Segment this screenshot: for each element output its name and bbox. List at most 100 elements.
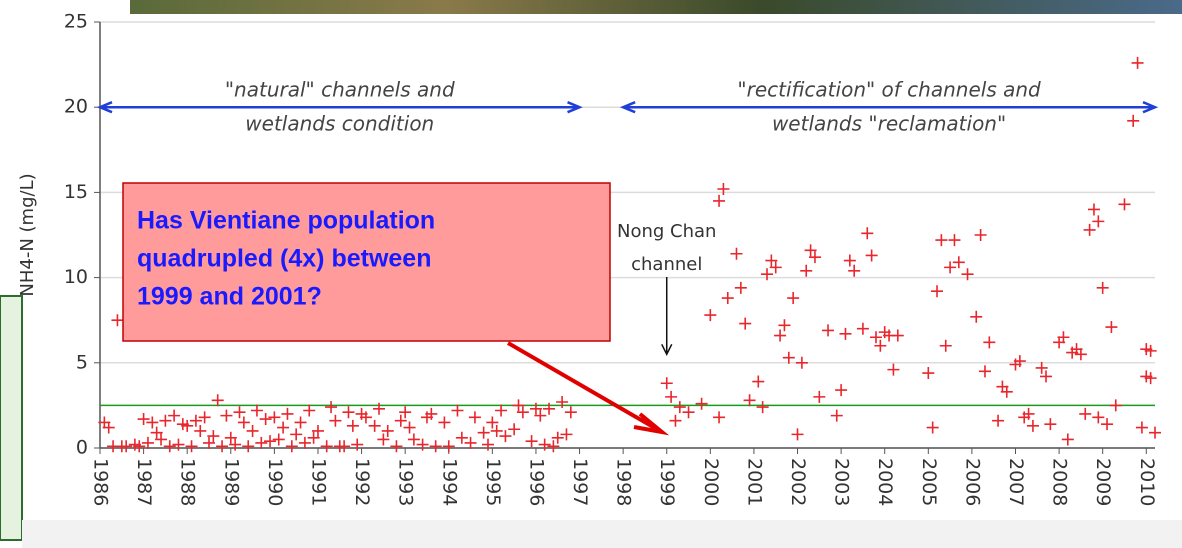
point xyxy=(800,265,812,277)
point xyxy=(430,440,442,452)
x-tick-label: 1998 xyxy=(613,458,635,506)
point xyxy=(831,410,843,422)
x-tick-label: 2001 xyxy=(743,458,765,506)
span-label: "rectification" of channels and xyxy=(737,78,1041,102)
callout-arrow xyxy=(508,343,662,432)
point xyxy=(983,336,995,348)
point xyxy=(295,416,307,428)
y-axis-label: NH4-N (mg/L) xyxy=(17,173,38,296)
x-tick-label: 2008 xyxy=(1049,458,1071,506)
point xyxy=(508,423,520,435)
point xyxy=(369,420,381,432)
span-arrow xyxy=(100,102,580,112)
point xyxy=(1118,198,1130,210)
point xyxy=(443,440,455,452)
x-tick-label: 1995 xyxy=(482,458,504,506)
point xyxy=(953,256,965,268)
point xyxy=(1079,408,1091,420)
point xyxy=(260,413,272,425)
point xyxy=(159,415,171,427)
point xyxy=(543,403,555,415)
point xyxy=(404,422,416,434)
x-tick-label: 1989 xyxy=(220,458,242,506)
point xyxy=(299,437,311,449)
point xyxy=(281,408,293,420)
point xyxy=(1110,399,1122,411)
point xyxy=(238,416,250,428)
point xyxy=(935,234,947,246)
y-tick-label: 0 xyxy=(76,437,88,459)
point xyxy=(970,311,982,323)
x-tick-label: 1997 xyxy=(569,458,591,506)
point xyxy=(713,411,725,423)
span-label: wetlands condition xyxy=(245,112,434,136)
point xyxy=(992,415,1004,427)
point xyxy=(1101,418,1113,430)
point xyxy=(1044,418,1056,430)
point xyxy=(242,440,254,452)
photo-strip xyxy=(130,0,1182,14)
page: {"chart_data": {"type": "scatter", "ylab… xyxy=(0,0,1182,548)
point xyxy=(469,411,481,423)
point xyxy=(948,234,960,246)
point xyxy=(927,422,939,434)
point xyxy=(321,440,333,452)
point xyxy=(565,406,577,418)
point xyxy=(1027,420,1039,432)
point xyxy=(962,268,974,280)
point xyxy=(499,430,511,442)
point xyxy=(683,406,695,418)
point xyxy=(661,377,673,389)
note-arrow xyxy=(662,277,672,354)
x-tick-label: 1988 xyxy=(177,458,199,506)
point xyxy=(1149,427,1161,439)
point xyxy=(844,255,856,267)
point xyxy=(735,282,747,294)
callout-text: quadrupled (4x) between xyxy=(137,245,431,273)
point xyxy=(342,406,354,418)
point xyxy=(1127,115,1139,127)
y-tick-label: 15 xyxy=(64,181,88,203)
x-tick-label: 2009 xyxy=(1092,458,1114,506)
point xyxy=(277,422,289,434)
point xyxy=(255,437,267,449)
point xyxy=(347,420,359,432)
point xyxy=(792,428,804,440)
point xyxy=(922,367,934,379)
point xyxy=(556,396,568,408)
point xyxy=(739,318,751,330)
point xyxy=(390,440,402,452)
point xyxy=(1097,282,1109,294)
point xyxy=(303,405,315,417)
point xyxy=(979,365,991,377)
point xyxy=(408,433,420,445)
x-tick-label: 1991 xyxy=(307,458,329,506)
point xyxy=(194,425,206,437)
x-tick-label: 2006 xyxy=(961,458,983,506)
point xyxy=(696,398,708,410)
point xyxy=(212,394,224,406)
point xyxy=(478,427,490,439)
point xyxy=(1062,433,1074,445)
point xyxy=(438,416,450,428)
x-tick-label: 1999 xyxy=(656,458,678,506)
span-label: "natural" channels and xyxy=(225,78,455,102)
span-label: wetlands "reclamation" xyxy=(772,112,1006,136)
point xyxy=(778,319,790,331)
point xyxy=(940,340,952,352)
point xyxy=(669,415,681,427)
point xyxy=(251,405,263,417)
point xyxy=(866,249,878,261)
point xyxy=(665,391,677,403)
x-tick-label: 2000 xyxy=(700,458,722,506)
x-tick-label: 2005 xyxy=(918,458,940,506)
point xyxy=(1084,224,1096,236)
note-label: channel xyxy=(631,254,702,275)
point xyxy=(164,440,176,452)
point xyxy=(848,265,860,277)
side-box xyxy=(0,296,22,540)
point xyxy=(761,268,773,280)
point xyxy=(451,405,463,417)
point xyxy=(704,309,716,321)
point xyxy=(1105,321,1117,333)
